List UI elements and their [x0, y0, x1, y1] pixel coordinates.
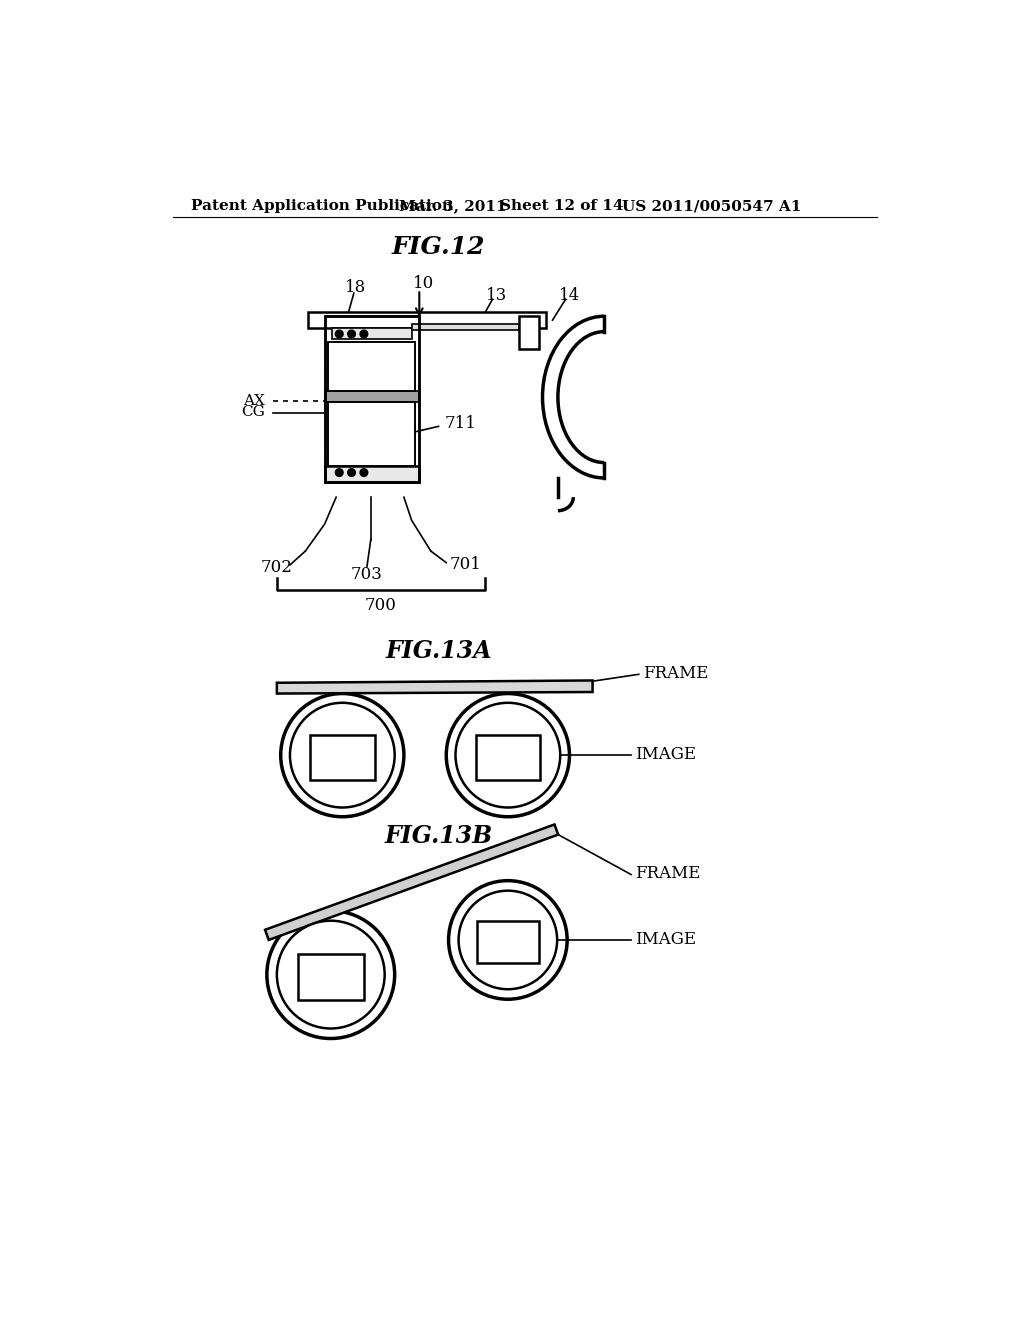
Text: 13: 13: [485, 286, 507, 304]
Text: Patent Application Publication: Patent Application Publication: [190, 199, 453, 213]
Bar: [333, 327, 412, 339]
Circle shape: [446, 693, 569, 817]
Bar: [329, 403, 416, 466]
Text: 700: 700: [365, 597, 396, 614]
Text: 702: 702: [260, 558, 292, 576]
Polygon shape: [276, 681, 593, 693]
Bar: [325, 317, 419, 482]
Bar: [412, 323, 519, 330]
Circle shape: [456, 702, 560, 808]
Circle shape: [348, 469, 355, 477]
Bar: [329, 342, 416, 391]
Bar: [325, 317, 419, 482]
Text: AX: AX: [244, 393, 265, 408]
Circle shape: [360, 469, 368, 477]
Bar: [329, 342, 416, 391]
Bar: [325, 391, 419, 403]
Circle shape: [348, 330, 355, 338]
Text: 10: 10: [413, 276, 434, 293]
Text: 701: 701: [451, 557, 482, 573]
Text: IMAGE: IMAGE: [635, 746, 696, 763]
Text: FRAME: FRAME: [635, 865, 700, 882]
Text: FIG.13A: FIG.13A: [385, 639, 492, 663]
Circle shape: [276, 921, 385, 1028]
Bar: [325, 466, 419, 482]
Text: CG: CG: [242, 405, 265, 420]
Circle shape: [336, 330, 343, 338]
Text: FIG.13B: FIG.13B: [384, 824, 493, 847]
Text: FIG.12: FIG.12: [392, 235, 485, 259]
Circle shape: [360, 330, 368, 338]
Text: Mar. 3, 2011: Mar. 3, 2011: [398, 199, 506, 213]
Circle shape: [267, 911, 394, 1039]
Circle shape: [449, 880, 567, 999]
Text: 703: 703: [351, 566, 383, 582]
Text: 14: 14: [559, 286, 580, 304]
Text: IMAGE: IMAGE: [635, 931, 696, 948]
Circle shape: [290, 702, 394, 808]
Text: Sheet 12 of 14: Sheet 12 of 14: [500, 199, 624, 213]
Polygon shape: [265, 825, 558, 940]
Bar: [329, 403, 416, 466]
Bar: [475, 735, 541, 780]
Bar: [519, 317, 539, 348]
Bar: [298, 954, 364, 1001]
Text: US 2011/0050547 A1: US 2011/0050547 A1: [622, 199, 801, 213]
Circle shape: [459, 891, 557, 989]
Text: 18: 18: [345, 280, 366, 296]
Circle shape: [336, 469, 343, 477]
Text: 711: 711: [444, 414, 476, 432]
Text: FRAME: FRAME: [643, 665, 709, 682]
Bar: [477, 921, 539, 964]
Circle shape: [281, 693, 403, 817]
Bar: [307, 313, 547, 327]
Bar: [310, 735, 375, 780]
